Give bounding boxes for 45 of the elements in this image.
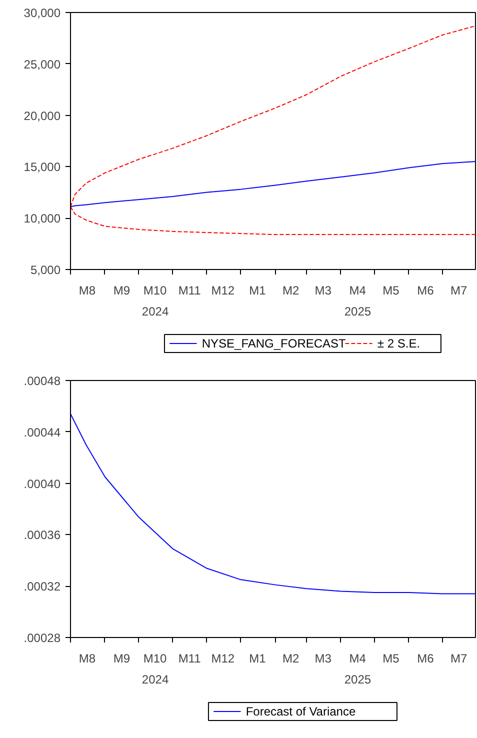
x-tick-label: M6 (417, 284, 434, 298)
x-tick-label: M10 (143, 652, 168, 666)
x-tick-label: M4 (349, 284, 366, 298)
x-tick-label: M1 (249, 284, 266, 298)
x-tick-label: M3 (314, 284, 332, 298)
text: 2025 (344, 304, 372, 318)
x-tick-label: M7 (450, 284, 468, 298)
x-tick-label: M12 (211, 284, 235, 298)
x-tick-label: M10 (143, 284, 168, 298)
x-tick-label: M9 (113, 652, 130, 666)
x-tick-label: M7 (450, 652, 468, 666)
legend-label: ± 2 S.E. (377, 336, 420, 350)
x-tick-label: M2 (282, 652, 300, 666)
x-tick-label: M2 (282, 284, 300, 298)
text: 2024 (142, 304, 169, 318)
x-tick-label: M9 (113, 284, 130, 298)
y-tick-label: 20,000 (24, 108, 61, 123)
line-series (70, 413, 476, 594)
x-tick-label: M8 (78, 652, 96, 666)
y-tick-label: .00048 (24, 374, 61, 388)
y-tick-label: .00032 (24, 580, 61, 594)
x-tick-label: M3 (314, 652, 332, 666)
x-tick-label: M5 (382, 284, 400, 298)
y-tick-label: .00040 (24, 476, 61, 491)
y-tick-label: 25,000 (24, 57, 61, 72)
x-tick-label: M12 (211, 652, 235, 666)
y-tick-label: .00036 (24, 528, 61, 542)
x-tick-label: M11 (178, 652, 202, 666)
y-tick-label: 30,000 (24, 6, 61, 20)
x-tick-label: M1 (249, 652, 266, 666)
y-tick-label: .00028 (24, 631, 61, 645)
legend-label: Forecast of Variance (246, 704, 356, 718)
legend-label: NYSE_FANG_FORECAST (202, 336, 347, 350)
y-tick-label: 15,000 (24, 160, 61, 174)
y-tick-label: 5,000 (30, 263, 61, 277)
text: 2024 (142, 672, 169, 686)
x-tick-label: M4 (349, 652, 366, 666)
x-tick-label: M6 (417, 652, 434, 666)
x-tick-label: M8 (78, 284, 96, 298)
line-series (70, 161, 476, 208)
y-tick-label: .00044 (24, 425, 61, 440)
x-tick-label: M11 (178, 284, 202, 298)
text: 2025 (344, 672, 372, 686)
x-tick-label: M5 (382, 652, 400, 666)
y-tick-label: 10,000 (24, 212, 61, 226)
